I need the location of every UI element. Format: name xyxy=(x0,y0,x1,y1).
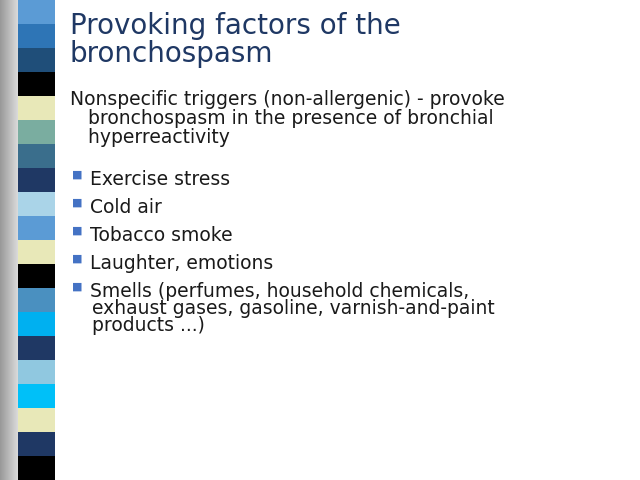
Text: bronchospasm: bronchospasm xyxy=(70,40,273,68)
Bar xyxy=(18,312,55,336)
Text: Tobacco smoke: Tobacco smoke xyxy=(90,226,232,245)
Bar xyxy=(11,0,12,480)
Bar xyxy=(18,120,55,144)
Text: ■: ■ xyxy=(72,282,83,292)
Bar xyxy=(17,0,18,480)
Text: exhaust gases, gasoline, varnish-and-paint: exhaust gases, gasoline, varnish-and-pai… xyxy=(92,299,495,318)
Bar xyxy=(18,216,55,240)
Bar xyxy=(18,456,55,480)
Text: Exercise stress: Exercise stress xyxy=(90,170,230,189)
Bar xyxy=(8,0,9,480)
Bar xyxy=(1,0,2,480)
Bar xyxy=(18,384,55,408)
Bar xyxy=(18,24,55,48)
Bar xyxy=(7,0,8,480)
Bar xyxy=(18,72,55,96)
Bar xyxy=(6,0,7,480)
Bar xyxy=(18,144,55,168)
Bar xyxy=(18,192,55,216)
Bar xyxy=(18,168,55,192)
Bar xyxy=(18,96,55,120)
Text: Provoking factors of the: Provoking factors of the xyxy=(70,12,401,40)
Bar xyxy=(5,0,6,480)
Text: ■: ■ xyxy=(72,226,83,236)
Bar xyxy=(16,0,17,480)
Bar xyxy=(18,432,55,456)
Bar xyxy=(18,48,55,72)
Text: Smells (perfumes, household chemicals,: Smells (perfumes, household chemicals, xyxy=(90,282,469,301)
Bar xyxy=(0,0,1,480)
Text: ■: ■ xyxy=(72,170,83,180)
Bar xyxy=(4,0,5,480)
Bar xyxy=(3,0,4,480)
Bar xyxy=(9,0,10,480)
Text: Nonspecific triggers (non-allergenic) - provoke: Nonspecific triggers (non-allergenic) - … xyxy=(70,90,505,109)
Bar xyxy=(18,336,55,360)
Bar xyxy=(15,0,16,480)
Bar xyxy=(13,0,14,480)
Text: products ...): products ...) xyxy=(92,316,205,335)
Bar xyxy=(18,0,55,24)
Bar xyxy=(14,0,15,480)
Text: bronchospasm in the presence of bronchial: bronchospasm in the presence of bronchia… xyxy=(70,109,493,128)
Bar xyxy=(18,264,55,288)
Text: ■: ■ xyxy=(72,254,83,264)
Text: ■: ■ xyxy=(72,198,83,208)
Bar xyxy=(18,240,55,264)
Bar xyxy=(18,408,55,432)
Text: hyperreactivity: hyperreactivity xyxy=(70,128,230,147)
Bar xyxy=(18,288,55,312)
Bar xyxy=(18,360,55,384)
Text: Laughter, emotions: Laughter, emotions xyxy=(90,254,273,273)
Bar xyxy=(2,0,3,480)
Bar xyxy=(10,0,11,480)
Bar xyxy=(12,0,13,480)
Text: Cold air: Cold air xyxy=(90,198,162,217)
